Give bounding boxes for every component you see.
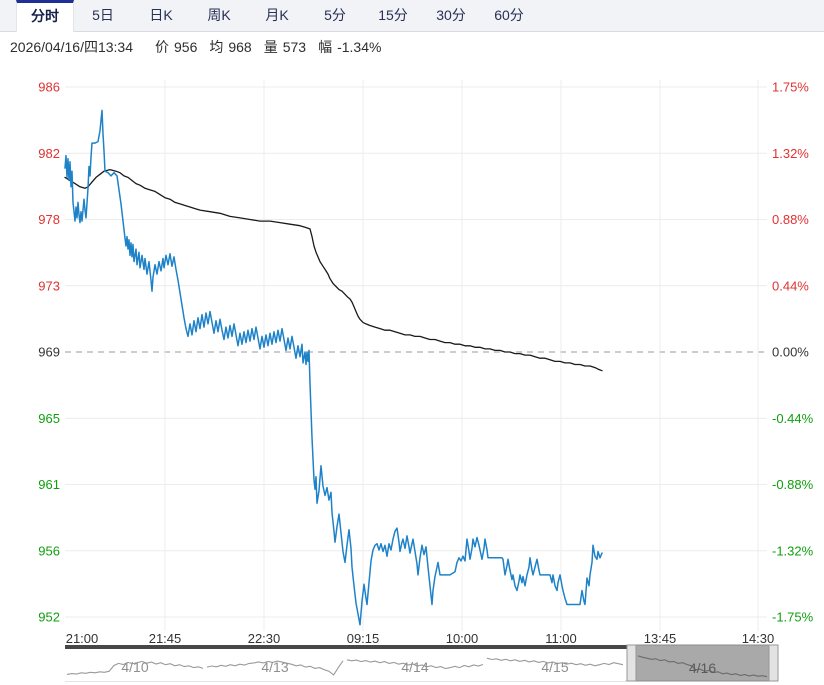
tab-60min[interactable]: 60分 bbox=[494, 7, 524, 23]
x-axis-time-label: 14:30 bbox=[742, 631, 775, 646]
intraday-chart[interactable]: 986 1.75% 982 1.32% 978 0.88% 973 0.44% 969 0.00%… bbox=[0, 62, 824, 685]
y-axis-percent-label: 1.75% bbox=[772, 80, 809, 95]
y-axis-price-label: 956 bbox=[38, 543, 60, 558]
x-axis-time-label: 09:15 bbox=[347, 631, 380, 646]
navigator-spark bbox=[486, 657, 624, 667]
quote-stats: 价 956 均 968 量 573 幅 -1.34% bbox=[143, 39, 381, 55]
y-axis-percent-label: -1.32% bbox=[772, 543, 814, 558]
y-axis-price-label: 978 bbox=[38, 212, 60, 227]
navigator-date-label: 4/14 bbox=[401, 659, 428, 675]
y-axis-percent-label: 0.00% bbox=[772, 345, 809, 360]
price-line bbox=[64, 109, 603, 626]
quote-infobar: 2026/04/16/四13:34 价 956 均 968 量 573 幅 -1.34% bbox=[0, 32, 824, 62]
x-axis-time-label: 21:00 bbox=[66, 631, 99, 646]
navigator-date-label: 4/13 bbox=[261, 659, 288, 675]
x-axis-time-label: 13:45 bbox=[644, 631, 677, 646]
navigator-handle-right[interactable] bbox=[768, 644, 779, 682]
tab-weekly-k[interactable]: 周K bbox=[207, 7, 231, 23]
y-axis-price-label: 982 bbox=[38, 146, 60, 161]
navigator-date-label: 4/10 bbox=[121, 659, 148, 675]
navigator-handle-left[interactable] bbox=[626, 644, 637, 682]
y-axis-price-label: 965 bbox=[38, 411, 60, 426]
stat-2: 量 573 bbox=[263, 39, 307, 55]
average-price-line bbox=[64, 168, 603, 372]
y-axis-price-label: 969 bbox=[38, 345, 60, 360]
period-tabbar: 分时 5日 日K 周K 月K 5分 15分 30分 60分 bbox=[0, 0, 824, 32]
y-axis-price-label: 973 bbox=[38, 278, 60, 293]
navigator-date-label: 4/15 bbox=[541, 659, 568, 675]
navigator-date-label-selected: 4/16 bbox=[689, 660, 716, 676]
tab-15min[interactable]: 15分 bbox=[378, 7, 408, 23]
navigator-spark bbox=[66, 660, 204, 675]
y-axis-percent-label: -0.88% bbox=[772, 477, 814, 492]
navigator-spark bbox=[206, 660, 344, 676]
x-axis-time-label: 22:30 bbox=[248, 631, 281, 646]
navigator-spark-selected bbox=[637, 655, 768, 678]
tab-daily-k[interactable]: 日K bbox=[149, 7, 173, 23]
y-axis-price-label: 952 bbox=[38, 610, 60, 625]
x-axis-time-label: 10:00 bbox=[446, 631, 479, 646]
y-axis-percent-label: 1.32% bbox=[772, 146, 809, 161]
y-axis-percent-label: 0.44% bbox=[772, 278, 809, 293]
stat-3: 幅 -1.34% bbox=[318, 39, 382, 55]
x-axis-time-label: 21:45 bbox=[149, 631, 182, 646]
y-axis-percent-label: -0.44% bbox=[772, 411, 814, 426]
y-axis-price-label: 961 bbox=[38, 477, 60, 492]
stat-1: 均 968 bbox=[209, 39, 252, 55]
y-axis-price-label: 986 bbox=[38, 80, 60, 95]
x-axis-time-label: 11:00 bbox=[545, 631, 577, 646]
quote-datetime: 2026/04/16/四13:34 bbox=[10, 39, 133, 55]
tab-minute[interactable]: 分时 bbox=[16, 0, 74, 32]
tab-5min[interactable]: 5分 bbox=[324, 7, 346, 23]
y-axis-percent-label: 0.88% bbox=[772, 212, 809, 227]
tab-30min[interactable]: 30分 bbox=[436, 7, 466, 23]
tab-5day[interactable]: 5日 bbox=[92, 7, 114, 23]
navigator-panel-4/15[interactable] bbox=[485, 649, 625, 681]
y-axis-percent-label: -1.75% bbox=[772, 610, 814, 625]
navigator-scrollbar[interactable] bbox=[65, 645, 627, 649]
tab-monthly-k[interactable]: 月K bbox=[265, 7, 289, 23]
stat-0: 价 956 bbox=[155, 39, 198, 55]
navigator-spark bbox=[346, 659, 484, 670]
